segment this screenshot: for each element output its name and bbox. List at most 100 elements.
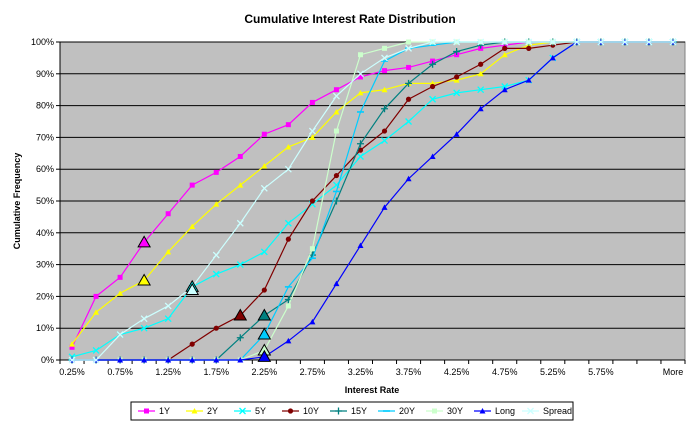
data-point-long [453, 131, 460, 137]
data-point-5y [429, 95, 437, 103]
y-tick-label: 0% [41, 355, 54, 365]
data-point-spread [621, 38, 629, 46]
legend-marker-1y [144, 408, 149, 414]
data-point-2y [69, 341, 76, 347]
legend-label-2y: 2Y [207, 406, 218, 416]
legend-marker-15y [335, 407, 342, 415]
y-tick-label: 70% [36, 132, 54, 142]
y-tick-label: 30% [36, 260, 54, 270]
data-point-1y [117, 274, 123, 280]
data-point-spread [116, 331, 124, 339]
legend [130, 401, 574, 421]
legend-item-spread: Spread [522, 406, 572, 416]
data-point-5y [140, 324, 148, 332]
legend-item-5y: 5Y [234, 406, 266, 416]
legend-marker-long [479, 408, 486, 414]
data-point-15y [332, 197, 340, 205]
data-point-spread [501, 38, 509, 46]
data-point-long [237, 357, 244, 363]
data-point-2y [477, 70, 484, 77]
legend-item-2y: 2Y [186, 406, 218, 416]
x-tick-label: 4.25% [444, 367, 470, 377]
data-point-1y [69, 344, 75, 350]
data-point-5y [453, 89, 461, 97]
data-point-spread [525, 38, 533, 46]
legend-marker-30y [432, 408, 437, 414]
series-spread [68, 38, 677, 364]
data-point-15y [236, 334, 244, 342]
y-tick-label: 50% [36, 196, 54, 206]
data-point-spread [140, 315, 148, 323]
data-point-30y [285, 303, 291, 309]
data-point-spread [645, 38, 653, 46]
legend-marker-5y [239, 407, 246, 415]
data-point-long [165, 357, 172, 363]
legend-label-30y: 30Y [447, 406, 463, 416]
legend-label-1y: 1Y [159, 406, 170, 416]
legend-label-15y: 15Y [351, 406, 367, 416]
data-point-2y [381, 86, 388, 93]
data-point-1y [357, 74, 363, 80]
data-point-spread [573, 38, 581, 46]
data-point-2y [261, 163, 268, 169]
data-point-spread [332, 92, 340, 100]
legend-label-long: Long [495, 406, 515, 416]
data-point-10y [405, 96, 412, 102]
data-point-long [141, 357, 148, 363]
data-point-5y [477, 86, 485, 94]
x-axis-title: Interest Rate [345, 385, 400, 395]
data-point-10y [285, 236, 291, 242]
data-point-2y [501, 51, 508, 58]
legend-label-10y: 10Y [303, 406, 319, 416]
legend-marker-10y [287, 408, 294, 414]
data-point-spread [308, 127, 316, 135]
data-point-long [477, 105, 484, 112]
data-point-5y [92, 347, 100, 354]
data-point-long [525, 77, 532, 83]
data-point-spread [669, 38, 677, 46]
data-point-5y [381, 137, 388, 145]
highlight-marker-20y [257, 327, 272, 340]
data-point-spread [68, 356, 76, 364]
data-point-2y [165, 248, 172, 255]
data-point-10y [526, 45, 532, 51]
series-line-long [72, 41, 673, 361]
data-point-15y [453, 48, 461, 56]
data-point-spread [429, 38, 437, 46]
data-point-spread [236, 219, 244, 227]
data-point-10y [333, 172, 340, 179]
data-point-long [309, 318, 316, 325]
y-tick-label: 100% [31, 37, 54, 47]
data-point-10y [502, 45, 508, 51]
data-point-2y [93, 309, 100, 315]
data-point-10y [357, 147, 364, 153]
legend-label-20y: 20Y [399, 406, 415, 416]
legend-item-30y: 30Y [426, 406, 463, 416]
data-point-5y [236, 261, 244, 269]
data-point-2y [117, 290, 124, 296]
data-point-2y [189, 223, 196, 229]
legend-item-long: Long [474, 406, 515, 416]
x-tick-label: 0.25% [59, 367, 85, 377]
x-tick-label: More [663, 367, 684, 377]
data-point-2y [285, 143, 292, 150]
data-point-5y [212, 270, 220, 278]
data-point-spread [260, 184, 268, 192]
data-point-spread [92, 356, 100, 364]
data-point-30y [357, 52, 363, 58]
chart-title: Cumulative Interest Rate Distribution [244, 12, 455, 26]
data-point-spread [284, 165, 292, 173]
data-point-5y [405, 118, 413, 125]
highlight-marker-1y [137, 235, 151, 248]
x-tick-label: 1.75% [203, 367, 229, 377]
data-point-spread [381, 54, 388, 62]
data-point-2y [213, 201, 220, 207]
data-point-1y [285, 122, 291, 128]
data-point-15y [356, 140, 364, 148]
x-tick-label: 3.75% [396, 367, 422, 377]
data-point-10y [429, 83, 436, 90]
data-point-1y [165, 211, 171, 217]
legend-entries: 1Y 2Y 5Y 10Y 15Y 20Y 30Y Long Spread [138, 406, 572, 416]
highlight-marker-2y [137, 273, 151, 286]
data-point-10y [213, 325, 219, 331]
